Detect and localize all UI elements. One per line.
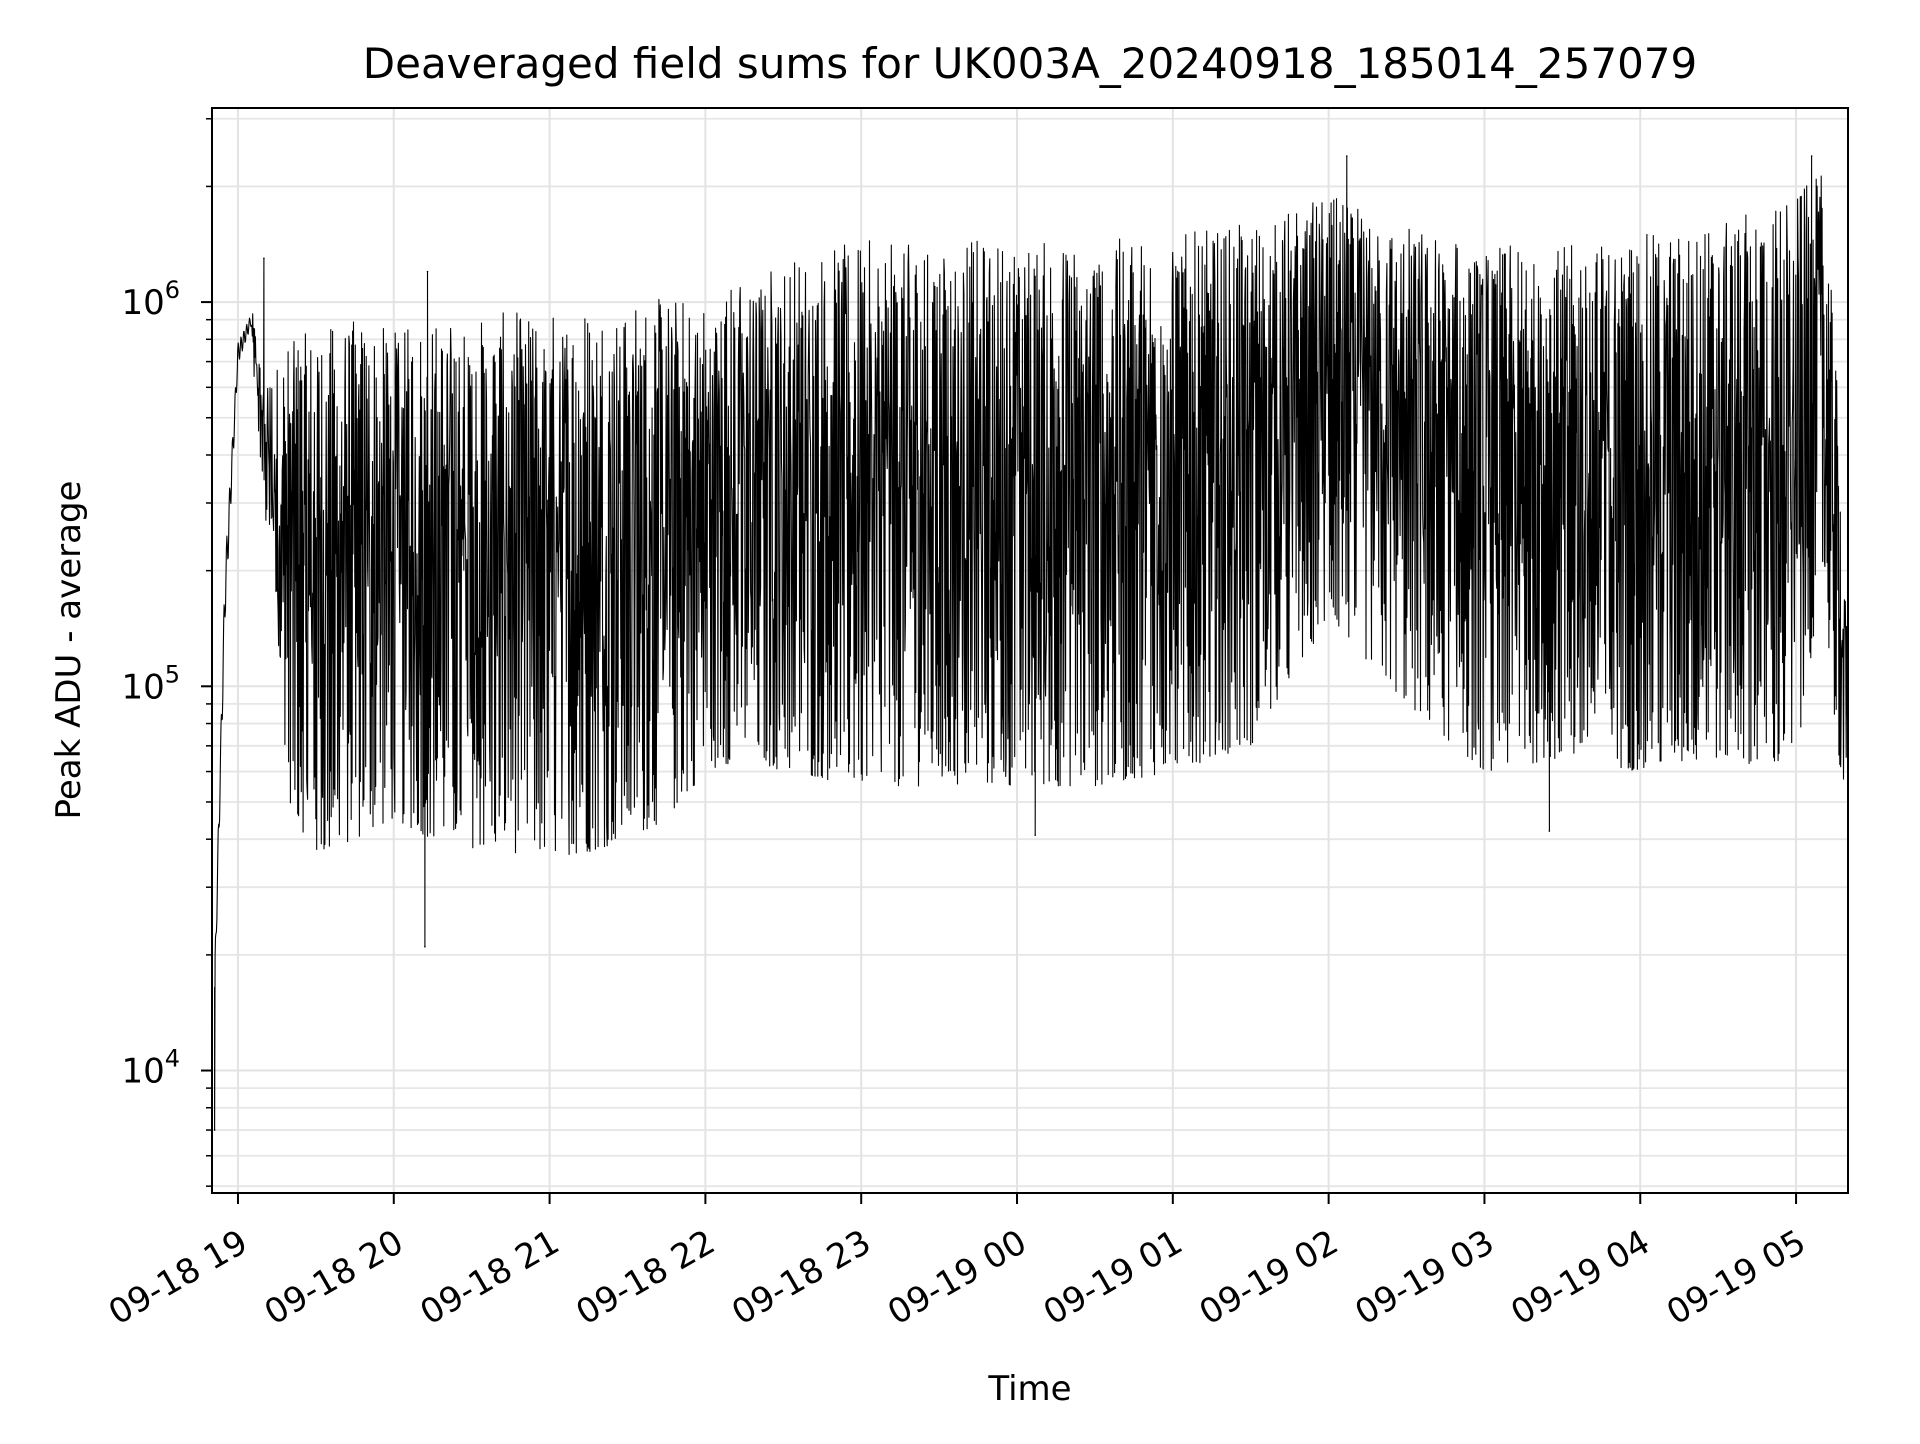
data-point [1810, 155, 1813, 157]
plot-frame [211, 107, 1849, 1194]
x-tick-label: 09-18 21 [414, 1222, 566, 1333]
series-line [214, 155, 1848, 1131]
series-layer [213, 155, 1848, 1131]
y-tick-label: 104 [121, 1045, 180, 1092]
data-point [1034, 834, 1036, 836]
x-tick-label: 09-19 05 [1660, 1222, 1812, 1333]
y-axis-label: Peak ADU - average [49, 481, 89, 820]
y-tick-label: 105 [121, 660, 180, 707]
data-point [426, 270, 429, 273]
x-tick-label: 09-19 01 [1037, 1222, 1189, 1333]
x-tick-label: 09-18 22 [570, 1222, 722, 1333]
data-point [213, 1129, 216, 1131]
x-tick-label: 09-19 02 [1193, 1222, 1345, 1333]
data-point [1548, 830, 1551, 832]
data-point [263, 257, 265, 260]
x-axis-label: Time [987, 1369, 1071, 1409]
x-tick-label: 09-18 23 [725, 1222, 877, 1333]
x-tick-label: 09-19 04 [1504, 1222, 1656, 1333]
x-tick-label: 09-19 03 [1349, 1222, 1501, 1333]
y-tick-label: 106 [121, 276, 180, 323]
x-tick-label: 09-19 00 [881, 1222, 1033, 1333]
data-point [424, 945, 426, 948]
chart-title: Deaveraged field sums for UK003A_2024091… [363, 39, 1697, 88]
x-tick-label: 09-18 19 [102, 1222, 254, 1333]
data-point [1346, 155, 1348, 157]
x-tick-label: 09-18 20 [258, 1222, 410, 1333]
